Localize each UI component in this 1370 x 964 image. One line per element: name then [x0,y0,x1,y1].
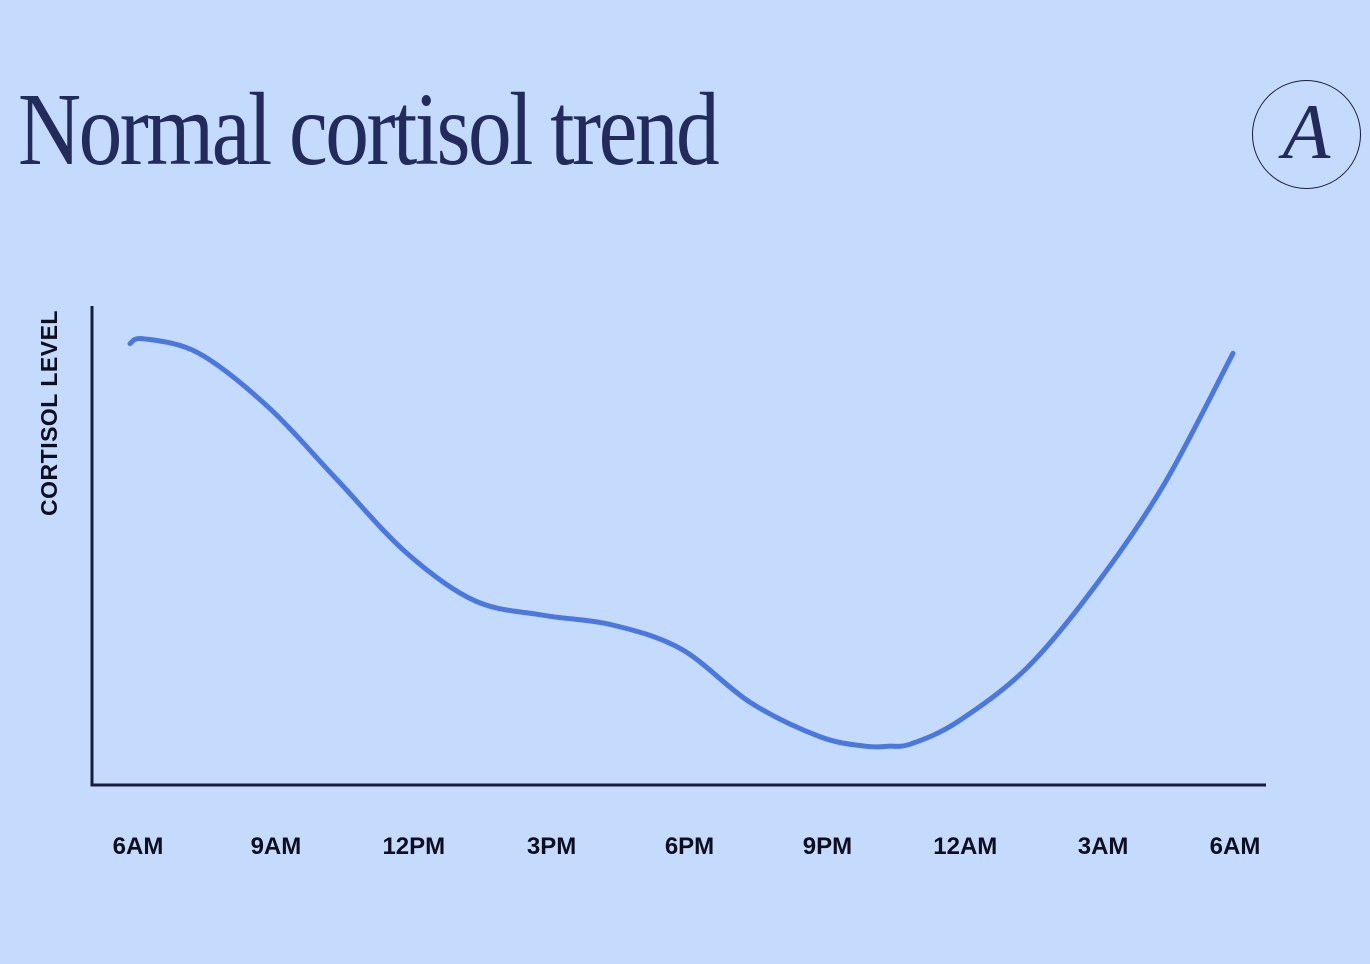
x-tick-label: 12AM [933,833,997,860]
x-tick-label: 9AM [251,833,302,860]
x-tick-label: 6AM [1210,833,1261,860]
series-line [127,336,1236,750]
x-tick-label: 3AM [1078,833,1129,860]
x-tick-label: 9PM [803,833,852,860]
x-tick-label: 6AM [113,833,164,860]
y-axis-label: CORTISOL LEVEL [36,310,62,516]
chart-title: Normal cortisol trend [18,72,720,187]
x-tick-labels: 6AM 9AM 12PM 3PM 6PM 9PM 12AM 3AM 6AM [113,833,1261,860]
plot-area [127,336,1236,750]
brand-logo-icon: A [1252,80,1361,189]
x-tick-label: 6PM [665,833,714,860]
x-tick-label: 3PM [527,833,576,860]
logo-letter: A [1282,87,1331,175]
x-tick-label: 12PM [382,833,445,860]
